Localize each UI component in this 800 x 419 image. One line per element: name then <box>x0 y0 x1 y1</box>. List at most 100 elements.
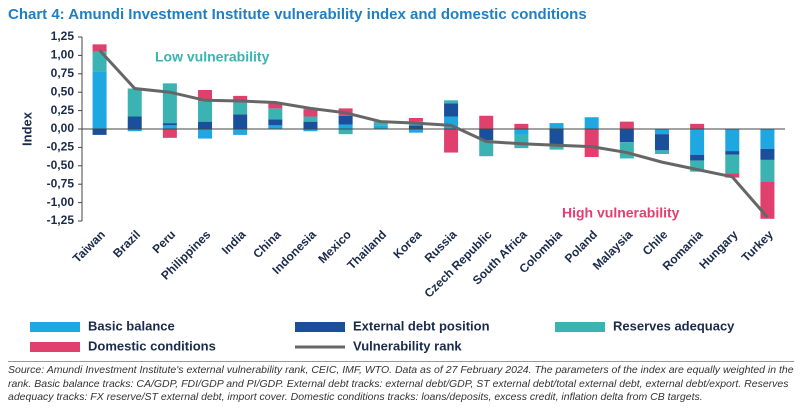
bar-segment <box>373 121 388 126</box>
bar-segment <box>514 134 529 149</box>
bar-segment <box>303 121 318 129</box>
bar-segment <box>690 129 705 155</box>
legend-swatch <box>30 322 80 332</box>
legend-label: Domestic conditions <box>88 338 216 353</box>
bar-segment <box>584 129 599 157</box>
bar-segment <box>760 129 775 149</box>
bar-segment <box>408 125 423 129</box>
y-tick-label: 1,00 <box>51 48 75 62</box>
bar-segment <box>479 140 494 157</box>
bar-segment <box>408 117 423 122</box>
bar-segment <box>654 134 669 151</box>
bar-segment <box>444 100 459 104</box>
bar-segment <box>303 129 318 132</box>
bar-segment <box>127 88 142 117</box>
annotation: Low vulnerability <box>155 49 270 65</box>
bar-segment <box>373 125 388 129</box>
x-tick-label: Chile <box>640 227 671 258</box>
legend-label: Vulnerability rank <box>353 338 462 353</box>
y-tick-label: 0,25 <box>51 103 75 117</box>
bar-segment <box>127 129 142 132</box>
bar-segment <box>690 160 705 172</box>
x-tick-label: Brazil <box>110 227 143 260</box>
bar-segment <box>303 109 318 117</box>
bar-segment <box>549 129 564 146</box>
x-tick-label: India <box>219 227 249 257</box>
bar-segment <box>233 95 248 102</box>
bar-segment <box>233 101 248 115</box>
legend-label: Reserves adequacy <box>613 318 735 333</box>
legend-label: External debt position <box>353 318 490 333</box>
y-tick-label: -0,75 <box>47 176 75 190</box>
bar-segment <box>479 115 494 129</box>
y-tick-label: 1,25 <box>51 29 75 43</box>
annotation: High vulnerability <box>562 205 680 221</box>
bar-segment <box>619 121 634 129</box>
bar-segment <box>303 116 318 122</box>
bar-segment <box>725 154 740 174</box>
bar-segment <box>760 159 775 182</box>
bar-segment <box>268 125 283 129</box>
bar-segment <box>549 123 564 129</box>
bar-segment <box>690 154 705 161</box>
bar-segment <box>338 115 353 125</box>
bar-segment <box>338 129 353 135</box>
legend-swatch <box>30 342 80 352</box>
y-tick-label: -1,00 <box>47 195 75 209</box>
bar-segment <box>198 129 213 139</box>
bar-segment <box>92 129 107 135</box>
bar-segment <box>408 129 423 133</box>
y-axis-label: Index <box>19 111 34 146</box>
bar-segment <box>162 83 177 124</box>
bar-segment <box>549 145 564 150</box>
y-tick-label: -1,25 <box>47 213 75 227</box>
legend-swatch <box>295 322 345 332</box>
bar-segment <box>584 117 599 129</box>
bar-segment <box>444 103 459 117</box>
y-tick-label: -0,25 <box>47 140 75 154</box>
bar-segment <box>690 123 705 129</box>
bar-segment <box>127 116 142 129</box>
bar-segment <box>233 114 248 129</box>
x-tick-label: Turkey <box>739 227 776 264</box>
x-tick-label: Peru <box>149 227 178 256</box>
bar-segment <box>198 101 213 122</box>
x-tick-label: Hungary <box>696 227 741 272</box>
bar-segment <box>92 51 107 72</box>
bar-segment <box>162 123 177 126</box>
bar-segment <box>514 123 529 129</box>
bar-segment <box>619 129 634 143</box>
y-tick-label: 0,00 <box>51 121 75 135</box>
bar-segment <box>479 129 494 141</box>
bar-segment <box>444 129 459 153</box>
bar-segment <box>268 102 283 109</box>
bar-segment <box>725 151 740 155</box>
y-tick-label: 0,50 <box>51 84 75 98</box>
bar-segment <box>338 124 353 129</box>
bar-segment <box>268 108 283 120</box>
x-tick-label: Korea <box>390 227 424 261</box>
bar-segment <box>233 129 248 135</box>
y-tick-label: 0,75 <box>51 66 75 80</box>
bar-segment <box>760 148 775 160</box>
bar-segment <box>514 129 529 135</box>
bar-segment <box>654 129 669 135</box>
bar-segment <box>725 129 740 152</box>
bar-segment <box>162 125 177 129</box>
source-note: Source: Amundi Investment Institute's ex… <box>8 361 794 405</box>
bar-segment <box>198 89 213 102</box>
bar-segment <box>198 121 213 129</box>
x-tick-label: Thailand <box>344 227 389 272</box>
bar-segment <box>92 71 107 129</box>
bar-segment <box>162 129 177 138</box>
bar-segment <box>760 181 775 219</box>
bar-segment <box>654 150 669 155</box>
legend-label: Basic balance <box>88 318 175 333</box>
legend-swatch <box>555 322 605 332</box>
chart: Chart 4: Amundi Investment Institute vul… <box>8 6 785 353</box>
bar-segment <box>268 119 283 126</box>
y-tick-label: -0,50 <box>47 158 75 172</box>
x-tick-label: Taiwan <box>70 227 108 265</box>
bar-segment <box>92 44 107 52</box>
